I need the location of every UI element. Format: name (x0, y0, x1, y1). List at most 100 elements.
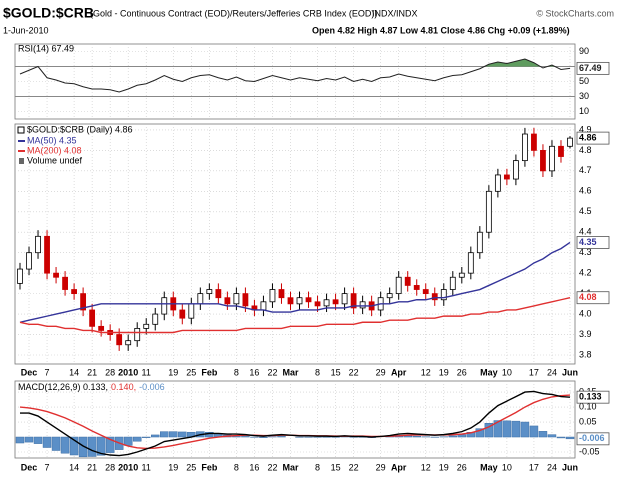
y-tick-label: 4.5 (579, 206, 592, 216)
value-tag: -0.006 (576, 432, 610, 446)
date: 1-Jun-2010 (3, 25, 49, 35)
x-tick-label: 8 (234, 367, 239, 377)
histogram-bar (78, 436, 88, 458)
x-tick-label: 24 (547, 367, 557, 377)
legend-label: MA(50) 4.35 (27, 135, 77, 145)
x-tick-label: 21 (87, 462, 97, 472)
candle-body (161, 297, 168, 315)
value-tag-label: 4.35 (579, 237, 597, 247)
x-tick-label: 19 (439, 367, 449, 377)
histogram-bar (69, 436, 79, 456)
y-tick-label: 10 (579, 106, 589, 116)
histogram-bar (484, 422, 494, 438)
value-tag: 0.133 (576, 390, 610, 404)
x-tick-label: 28 (105, 462, 115, 472)
x-tick-label: Dec (21, 367, 38, 377)
x-tick-label: 15 (331, 367, 341, 377)
legend-label: RSI(14) 67.49 (18, 43, 74, 53)
x-tick-label: 24 (547, 462, 557, 472)
x-tick-label: 11 (142, 367, 151, 377)
x-tick-label: 17 (529, 367, 539, 377)
candle-body (278, 289, 285, 299)
x-tick-label: 19 (439, 462, 449, 472)
x-tick-label: 29 (376, 462, 386, 472)
x-tick-label: 12 (421, 367, 431, 377)
x-tick-label: 22 (267, 462, 277, 472)
legend-label: $GOLD:$CRB (Daily) 4.86 (27, 124, 133, 134)
candle-body (513, 160, 519, 180)
y-tick-label: 90 (579, 46, 589, 56)
candle-body (287, 297, 294, 305)
candle-body (350, 293, 357, 309)
series-line (20, 390, 571, 457)
x-tick-label: 19 (168, 367, 178, 377)
candle-body (413, 285, 420, 290)
y-tick-label: 4.6 (579, 186, 592, 196)
legend: MACD(12,26,9) 0.133, 0.140, -0.006 (18, 382, 165, 392)
exchange: INDX/INDX (372, 8, 418, 18)
series-line (19, 58, 571, 93)
histogram-bar (259, 436, 268, 438)
candle-body (522, 133, 528, 162)
y-tick-label: 4.7 (579, 165, 592, 175)
candle-body (215, 289, 222, 299)
candle-body (341, 293, 348, 305)
x-tick-label: 22 (349, 462, 359, 472)
legend-swatch (19, 158, 24, 164)
value-tag-box (576, 291, 610, 305)
value-tag: 67.49 (576, 61, 610, 75)
x-tick-label: 28 (105, 367, 115, 377)
value-tag-box (576, 236, 610, 249)
series-line (19, 297, 571, 334)
candle-body (386, 293, 393, 299)
x-tick-label: 10 (502, 462, 512, 472)
candle-body (233, 293, 240, 305)
x-tick-label: 15 (331, 462, 341, 472)
legend-part: MACD(12,26,9) 0.133, (18, 382, 108, 392)
candle-body (98, 325, 105, 331)
x-tick-label: Mar (282, 462, 299, 472)
candle-body (260, 301, 267, 311)
x-tick-label: Apr (391, 367, 407, 377)
candle-body (197, 293, 204, 305)
y-tick-label: 4.0 (579, 308, 592, 318)
x-tick-label: 12 (421, 462, 431, 472)
histogram-bar (529, 425, 539, 438)
chart-title: $GOLD:$CRB (3, 5, 94, 21)
value-tag: 4.35 (576, 236, 610, 249)
candle-body (53, 272, 59, 278)
histogram-bar (556, 436, 566, 439)
candle-body (80, 293, 87, 311)
x-tick-label: 16 (249, 367, 259, 377)
candle-body (404, 276, 411, 286)
x-tick-label: May (480, 367, 498, 377)
histogram-bar (448, 435, 458, 438)
histogram-bar (475, 428, 485, 438)
credit: © StockCharts.com (536, 8, 614, 18)
candle-body (503, 174, 510, 180)
y-tick-label: 50 (579, 76, 589, 86)
value-tag-label: 4.08 (579, 292, 597, 302)
candle-body (305, 297, 312, 303)
candle-body (359, 301, 366, 309)
x-tick-label: 14 (69, 462, 79, 472)
x-tick-label: 10 (502, 367, 512, 377)
x-tick-label: Jun (562, 462, 578, 472)
candle-body (323, 299, 330, 307)
y-tick-label: -0.05 (579, 446, 600, 456)
candle-body (17, 268, 23, 284)
candle-body (531, 133, 537, 151)
candle-body (458, 272, 465, 278)
legend-label: Volume undef (27, 155, 83, 165)
histogram-bar (412, 435, 421, 438)
candle-body (143, 323, 150, 329)
histogram-bar (169, 431, 178, 438)
histogram-bar (15, 436, 25, 444)
candle-body (71, 289, 77, 295)
candle-body (314, 301, 321, 307)
legend-label: MA(200) 4.08 (27, 145, 82, 155)
value-tag-box (576, 131, 610, 145)
candle-body (395, 276, 402, 295)
candle-body (476, 231, 483, 254)
candle-body (89, 309, 96, 327)
